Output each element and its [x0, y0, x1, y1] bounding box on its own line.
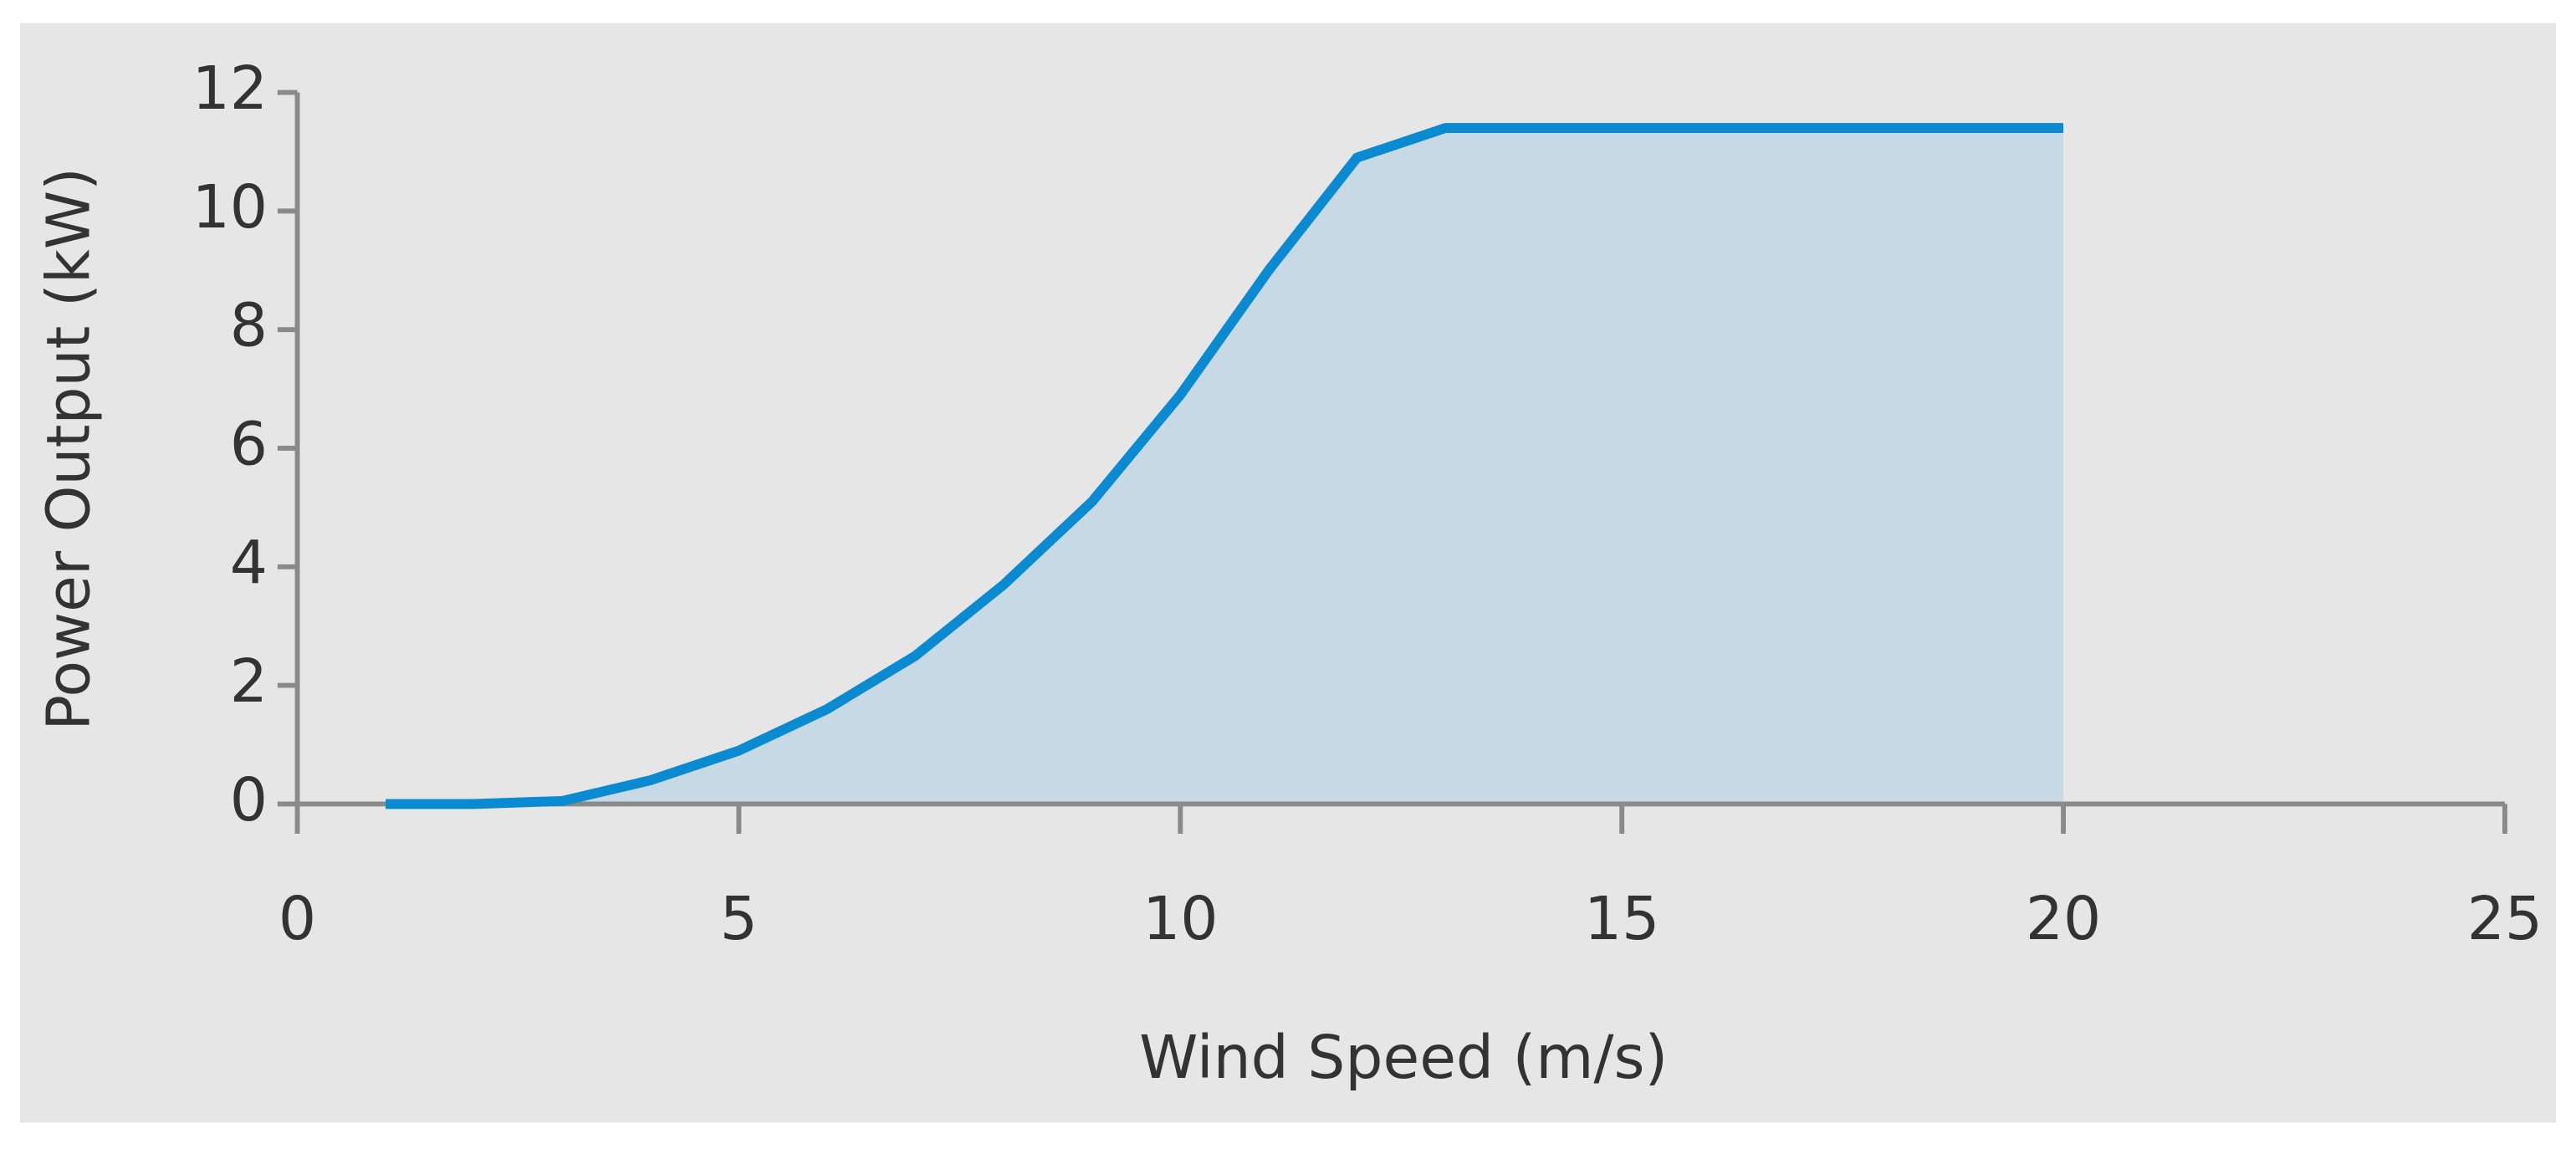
- y-tick-label: 4: [230, 528, 268, 597]
- area: [386, 128, 2064, 804]
- x-tick-label: 25: [2467, 884, 2543, 953]
- x-tick-label: 0: [279, 884, 316, 953]
- y-tick-label: 2: [230, 646, 268, 716]
- y-tick-label: 12: [192, 54, 268, 123]
- x-tick-label: 15: [1584, 884, 1659, 953]
- x-tick-label: 10: [1142, 884, 1218, 953]
- y-axis-label: Power Output (kW): [34, 167, 104, 731]
- x-tick-label: 20: [2026, 884, 2101, 953]
- y-tick-label: 10: [192, 172, 268, 242]
- y-tick-label: 6: [230, 409, 268, 478]
- line: [386, 123, 2064, 809]
- y-tick-label: 0: [230, 765, 268, 835]
- y-tick-label: 8: [230, 291, 268, 360]
- x-axis-label: Wind Speed (m/s): [1139, 1023, 1668, 1092]
- x-tick-label: 5: [720, 884, 758, 953]
